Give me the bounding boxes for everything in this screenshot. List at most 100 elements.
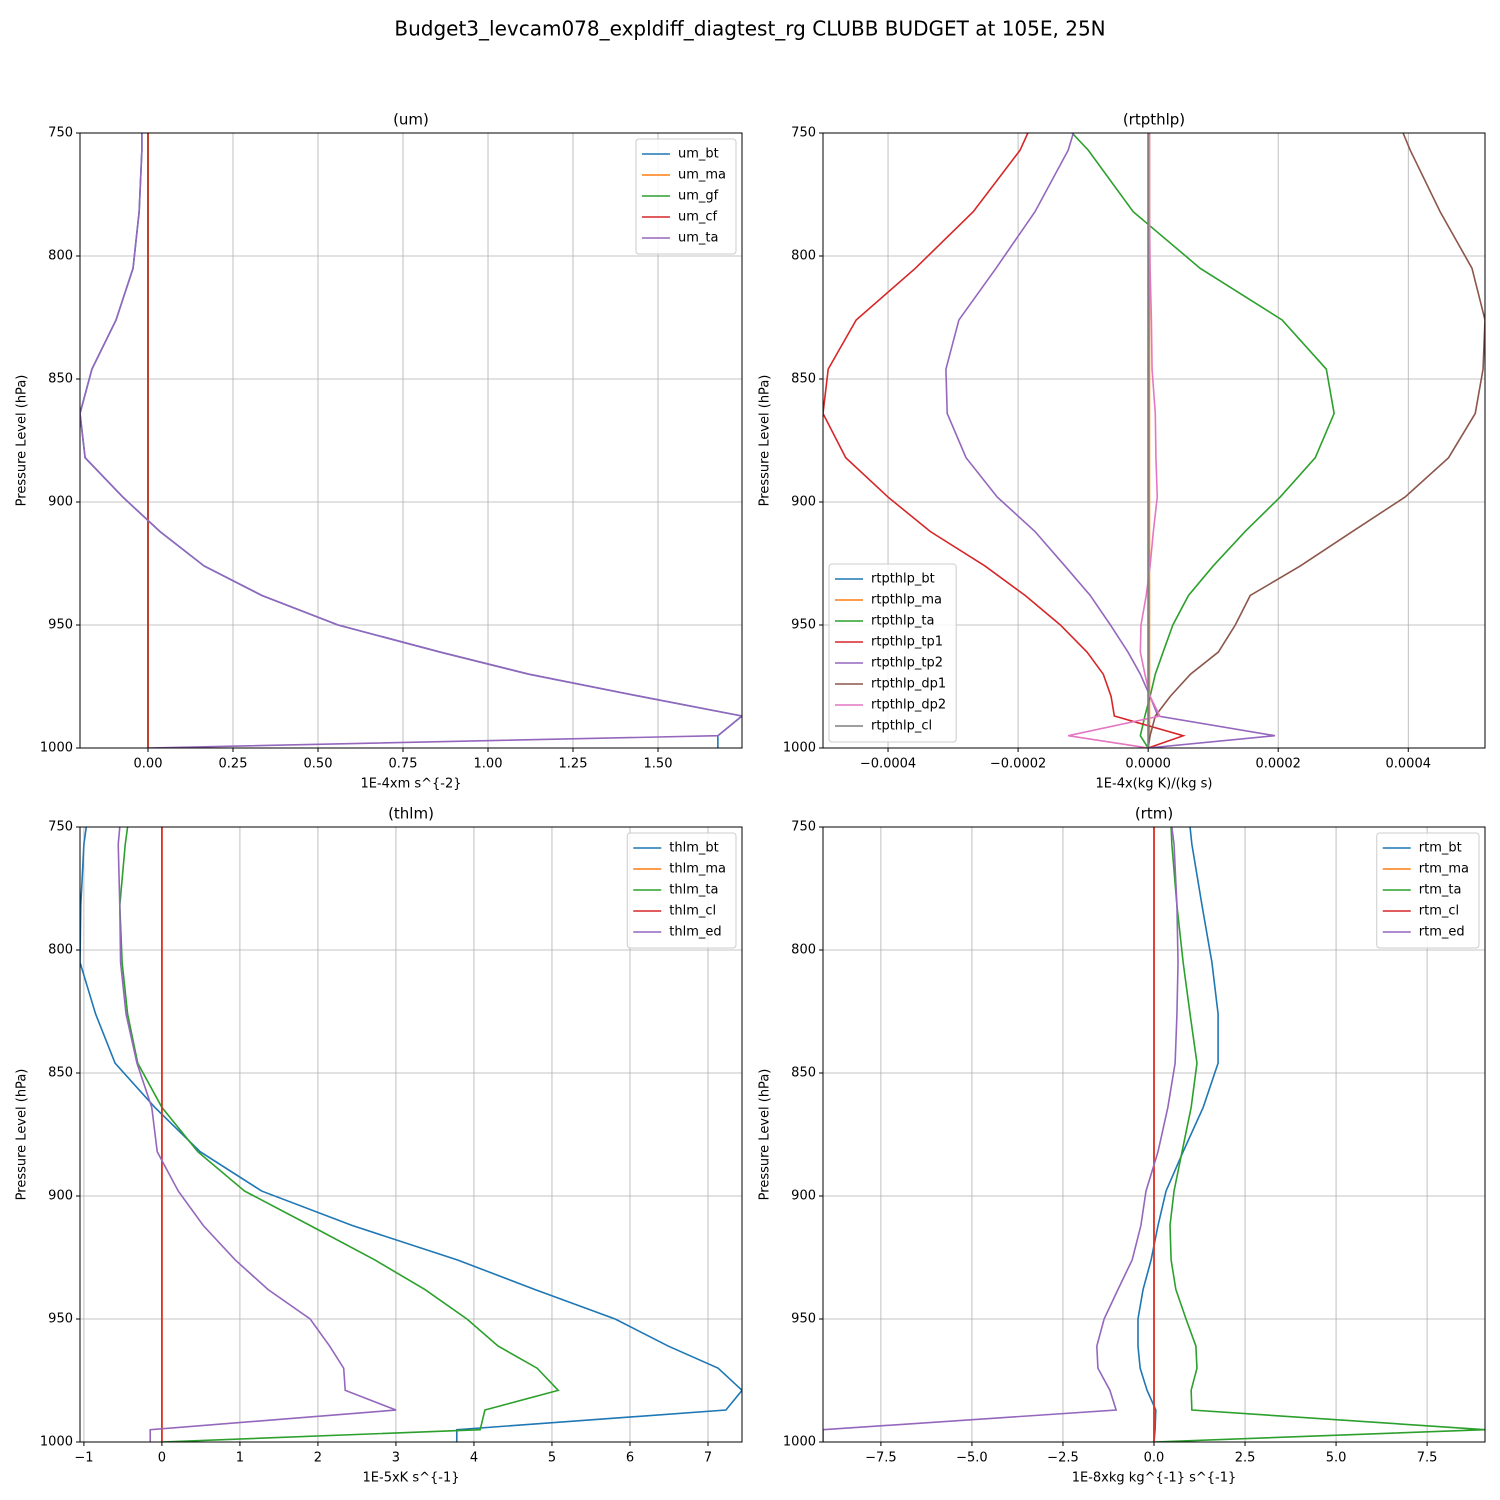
legend-label: rtpthlp_dp1 <box>871 677 946 692</box>
x-tick-label: −5.0 <box>956 1451 988 1466</box>
x-tick-label: −0.0004 <box>860 757 916 772</box>
x-tick-label: 1 <box>236 1451 244 1466</box>
x-tick-label: 1.50 <box>644 757 673 772</box>
legend-label: rtpthlp_bt <box>871 572 935 587</box>
series-line <box>1067 133 1162 748</box>
y-tick-label: 850 <box>48 372 73 387</box>
y-axis-label: Pressure Level (hPa) <box>15 1069 30 1201</box>
x-tick-label: 0.0 <box>1144 1451 1165 1466</box>
legend-label: um_gf <box>678 189 719 204</box>
y-tick-label: 800 <box>791 943 816 958</box>
x-tick-label: −0.0002 <box>990 757 1046 772</box>
legend-label: thlm_bt <box>669 841 718 856</box>
legend-label: thlm_cl <box>669 904 716 919</box>
y-tick-label: 750 <box>48 126 73 141</box>
x-tick-label: 2 <box>314 1451 322 1466</box>
figure-title: Budget3_levcam078_expldiff_diagtest_rg C… <box>394 17 1105 41</box>
x-tick-label: 0.50 <box>304 757 333 772</box>
legend-label: rtm_cl <box>1419 904 1459 919</box>
x-axis-label: 1E-8xkg kg^{-1} s^{-1} <box>1072 1471 1237 1486</box>
y-tick-label: 950 <box>48 1312 73 1327</box>
legend-label: rtpthlp_tp2 <box>871 656 943 671</box>
y-tick-label: 800 <box>48 249 73 264</box>
legend: rtpthlp_bt rtpthlp_ma rtpthlp_ta rtpthlp_tp… <box>828 563 957 743</box>
series-line <box>80 133 742 748</box>
x-tick-label: 0.0004 <box>1386 757 1432 772</box>
y-tick-label: 1000 <box>783 741 816 756</box>
legend-box <box>635 138 737 255</box>
legend-box <box>1376 832 1480 949</box>
legend-label: rtm_ma <box>1419 862 1469 877</box>
y-tick-label: 750 <box>791 820 816 835</box>
legend-label: thlm_ma <box>669 862 726 877</box>
legend-label: rtpthlp_tp1 <box>871 635 943 650</box>
y-tick-label: 1000 <box>783 1435 816 1450</box>
subplot-title: (rtpthlp) <box>1123 111 1185 129</box>
y-axis-label: Pressure Level (hPa) <box>758 375 773 507</box>
x-tick-label: 4 <box>470 1451 478 1466</box>
y-tick-label: 900 <box>791 495 816 510</box>
legend-label: rtm_ta <box>1419 883 1462 898</box>
x-tick-label: 1.25 <box>559 757 588 772</box>
x-tick-label: 5.0 <box>1326 1451 1347 1466</box>
legend-label: thlm_ta <box>669 883 718 898</box>
legend-label: rtm_ed <box>1419 925 1465 940</box>
x-tick-label: 0.25 <box>219 757 248 772</box>
x-tick-label: 3 <box>392 1451 400 1466</box>
subplot-title: (thlm) <box>388 805 434 823</box>
plot-frame <box>79 826 743 1443</box>
plot-frame <box>79 132 743 749</box>
plot-frame <box>822 132 1486 749</box>
x-tick-label: 6 <box>626 1451 634 1466</box>
subplot: (thlm) −1 0 1 2 3 4 5 6 7 750 800 850 900 950 1000 1E-5x… <box>15 805 743 1486</box>
x-tick-label: 5 <box>548 1451 556 1466</box>
legend-box <box>828 563 957 743</box>
legend-label: rtm_bt <box>1419 841 1462 856</box>
series-line <box>1147 133 1485 748</box>
legend-box <box>626 832 737 949</box>
legend-label: rtpthlp_cl <box>871 719 932 734</box>
series-line <box>1071 133 1335 748</box>
y-tick-label: 950 <box>791 618 816 633</box>
y-tick-label: 850 <box>48 1066 73 1081</box>
series-line <box>118 827 560 1442</box>
y-tick-label: 900 <box>48 495 73 510</box>
series-line <box>823 827 1179 1442</box>
legend-label: um_ta <box>678 231 718 246</box>
x-axis-label: 1E-5xK s^{-1} <box>363 1471 460 1486</box>
legend: thlm_bt thlm_ma thlm_ta thlm_cl thlm_ed <box>626 832 737 949</box>
y-tick-label: 1000 <box>40 741 73 756</box>
y-tick-label: 750 <box>791 126 816 141</box>
series-line <box>823 133 1186 748</box>
x-tick-label: 0.00 <box>134 757 163 772</box>
legend-label: um_ma <box>678 168 726 183</box>
y-tick-label: 950 <box>48 618 73 633</box>
legend-label: um_bt <box>678 147 719 162</box>
y-tick-label: 850 <box>791 372 816 387</box>
y-tick-label: 900 <box>791 1189 816 1204</box>
series-line <box>80 827 742 1442</box>
subplot-title: (rtm) <box>1135 805 1173 823</box>
x-tick-label: 0.0002 <box>1255 757 1301 772</box>
y-tick-label: 950 <box>791 1312 816 1327</box>
legend-label: rtpthlp_dp2 <box>871 698 946 713</box>
y-axis-label: Pressure Level (hPa) <box>15 375 30 507</box>
x-tick-label: 2.5 <box>1235 1451 1256 1466</box>
legend: um_bt um_ma um_gf um_cf um_ta <box>635 138 737 255</box>
x-tick-label: 7 <box>704 1451 712 1466</box>
legend-label: rtpthlp_ma <box>871 593 942 608</box>
y-tick-label: 1000 <box>40 1435 73 1450</box>
subplot: (rtm) −7.5 −5.0 −2.5 0.0 2.5 5.0 7.5 750 800 850 90… <box>758 805 1486 1486</box>
plot-frame <box>822 826 1486 1443</box>
legend-label: rtpthlp_ta <box>871 614 934 629</box>
subplot: (um) 0.00 0.25 0.50 0.75 1.00 1.25 1.50 750 800 85… <box>15 111 743 792</box>
y-tick-label: 800 <box>791 249 816 264</box>
legend-label: um_cf <box>678 210 718 225</box>
series-line <box>117 827 397 1442</box>
series-line <box>1153 827 1485 1442</box>
y-axis-label: Pressure Level (hPa) <box>758 1069 773 1201</box>
x-axis-label: 1E-4x(kg K)/(kg s) <box>1096 777 1213 792</box>
y-tick-label: 750 <box>48 820 73 835</box>
x-tick-label: −7.5 <box>865 1451 897 1466</box>
